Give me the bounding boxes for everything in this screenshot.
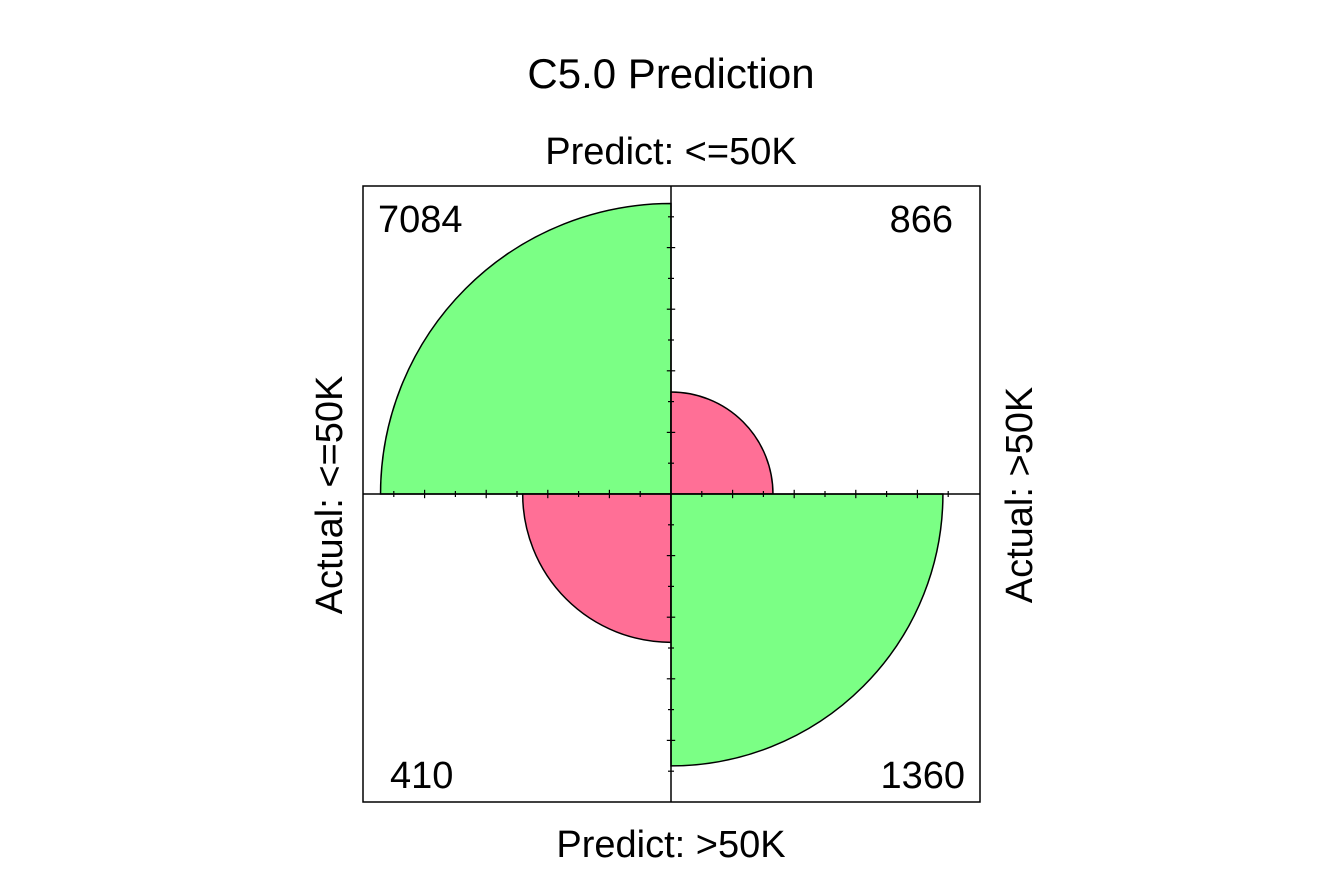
sectors-group (379, 202, 944, 767)
count-top-left: 7084 (378, 199, 463, 241)
sector-top-right (670, 391, 774, 495)
chart-title: C5.0 Prediction (527, 50, 814, 97)
top-axis-label: Predict: <=50K (545, 131, 796, 173)
bottom-axis-label: Predict: >50K (556, 824, 785, 866)
left-axis-label: Actual: <=50K (309, 376, 351, 615)
count-top-right: 866 (890, 199, 953, 241)
sector-bottom-left (521, 493, 672, 644)
right-axis-label: Actual: >50K (999, 387, 1041, 604)
count-bottom-left: 410 (390, 755, 453, 797)
sector-bottom-right (670, 493, 944, 767)
count-bottom-right: 1360 (880, 755, 965, 797)
sector-top-left (379, 202, 672, 495)
axis-ticks (393, 216, 949, 772)
